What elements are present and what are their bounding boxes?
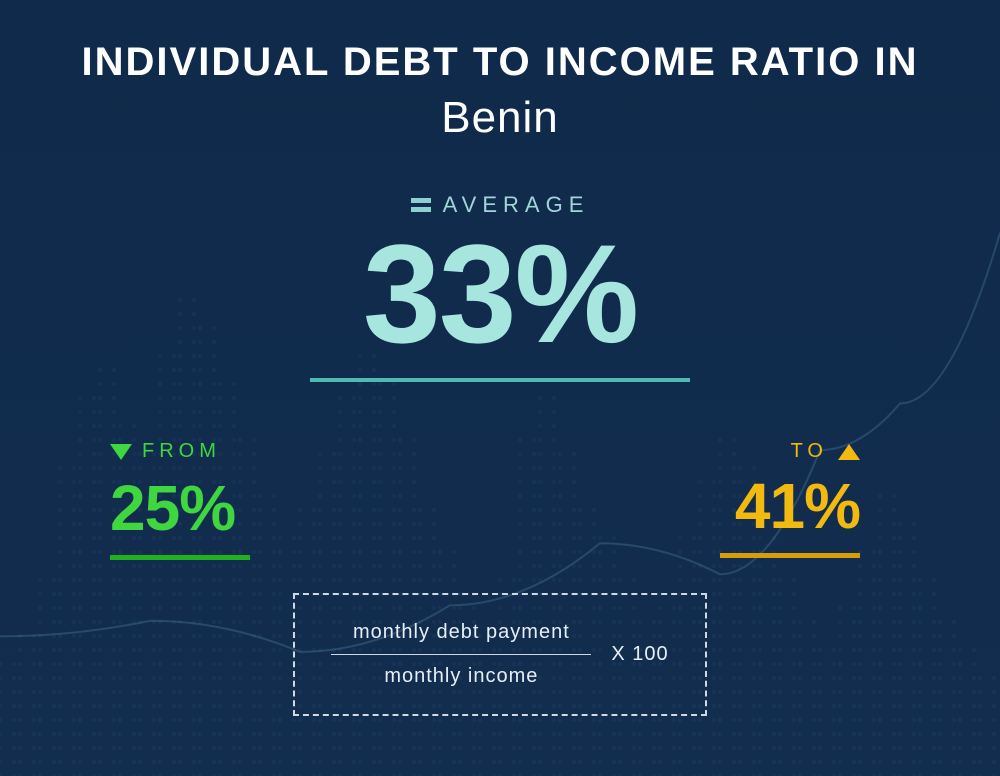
formula-divider: [331, 654, 591, 655]
formula-multiplier: X 100: [611, 643, 668, 666]
equals-icon: [411, 198, 431, 212]
to-underline: [720, 553, 860, 558]
formula-numerator: monthly debt payment: [331, 615, 591, 650]
from-label: FROM: [142, 440, 221, 463]
formula-wrap: monthly debt payment monthly income X 10…: [0, 593, 1000, 716]
average-block: AVERAGE 33%: [0, 190, 1000, 382]
formula-denominator: monthly income: [331, 659, 591, 694]
average-value: 33%: [0, 224, 1000, 364]
title-line-1: INDIVIDUAL DEBT TO INCOME RATIO IN: [0, 40, 1000, 85]
title-block: INDIVIDUAL DEBT TO INCOME RATIO IN Benin: [0, 40, 1000, 143]
to-block: TO 41%: [720, 440, 860, 560]
to-value: 41%: [720, 469, 860, 543]
triangle-down-icon: [110, 444, 132, 460]
formula-box: monthly debt payment monthly income X 10…: [293, 593, 706, 716]
range-row: FROM 25% TO 41%: [0, 440, 1000, 560]
from-value: 25%: [110, 471, 250, 545]
title-line-2: Benin: [0, 93, 1000, 143]
formula-fraction: monthly debt payment monthly income: [331, 615, 591, 694]
average-underline: [310, 378, 690, 382]
from-label-row: FROM: [110, 440, 221, 463]
to-label: TO: [791, 440, 828, 463]
infographic-content: INDIVIDUAL DEBT TO INCOME RATIO IN Benin…: [0, 0, 1000, 776]
triangle-up-icon: [838, 444, 860, 460]
from-underline: [110, 555, 250, 560]
to-label-row: TO: [791, 440, 860, 463]
from-block: FROM 25%: [110, 440, 250, 560]
